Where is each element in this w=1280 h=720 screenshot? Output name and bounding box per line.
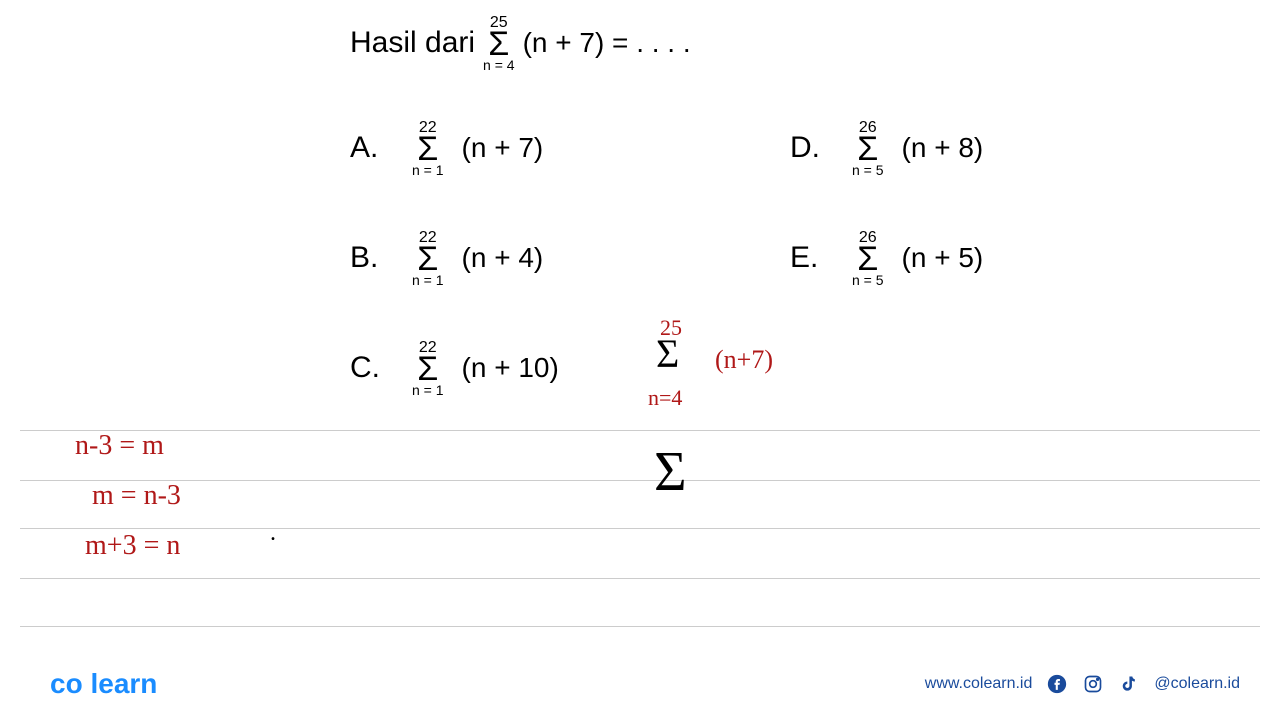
footer: co learn www.colearn.id @colearn.id <box>50 668 1240 700</box>
brand-logo: co learn <box>50 668 157 700</box>
sigma-symbol: Σ <box>488 29 509 60</box>
handwriting-red: m+3 = n <box>85 530 180 562</box>
footer-handle: @colearn.id <box>1154 675 1240 693</box>
option-letter: E. <box>790 241 834 275</box>
ruled-line <box>20 626 1260 627</box>
footer-right: www.colearn.id @colearn.id <box>925 673 1240 695</box>
option-expr: (n + 7) <box>462 132 544 164</box>
handwriting-black: Σ <box>654 440 687 504</box>
option-E: E. 26Σn = 5 (n + 5) <box>790 230 983 287</box>
logo-learn: learn <box>90 668 157 699</box>
option-sigma: 26Σn = 5 <box>852 230 884 287</box>
option-C: C. 22Σn = 1 (n + 10) <box>350 340 559 397</box>
handwriting-red: (n+7) <box>715 345 773 375</box>
option-sigma: 22Σn = 1 <box>412 230 444 287</box>
sigma-symbol: Σ <box>417 134 438 165</box>
handwriting-red: n=4 <box>648 385 682 411</box>
handwriting-black: Σ <box>656 330 679 377</box>
option-sigma: 26Σn = 5 <box>852 120 884 177</box>
option-sigma: 22Σn = 1 <box>412 340 444 397</box>
logo-co: co <box>50 668 83 699</box>
option-B: B. 22Σn = 1 (n + 4) <box>350 230 543 287</box>
ruled-line <box>20 528 1260 529</box>
instagram-icon <box>1082 673 1104 695</box>
sigma-lower: n = 5 <box>852 163 884 177</box>
option-letter: C. <box>350 351 394 385</box>
handwriting-black: . <box>270 520 276 547</box>
sigma-symbol: Σ <box>857 244 878 275</box>
footer-url: www.colearn.id <box>925 675 1033 693</box>
sigma-lower: n = 1 <box>412 383 444 397</box>
ruled-line <box>20 480 1260 481</box>
option-letter: B. <box>350 241 394 275</box>
option-expr: (n + 8) <box>902 132 984 164</box>
question-line: Hasil dari 25 Σ n = 4 (n + 7) = . . . . <box>350 15 691 72</box>
ruled-line <box>20 578 1260 579</box>
option-D: D. 26Σn = 5 (n + 8) <box>790 120 983 177</box>
handwriting-red: m = n-3 <box>92 480 181 512</box>
question-sigma: 25 Σ n = 4 <box>483 15 515 72</box>
sigma-symbol: Σ <box>417 244 438 275</box>
handwriting-red: n-3 = m <box>75 430 164 462</box>
tiktok-icon <box>1118 673 1140 695</box>
option-expr: (n + 10) <box>462 352 559 384</box>
sigma-symbol: Σ <box>857 134 878 165</box>
option-expr: (n + 4) <box>462 242 544 274</box>
ruled-line <box>20 430 1260 431</box>
facebook-icon <box>1046 673 1068 695</box>
option-A: A. 22Σn = 1 (n + 7) <box>350 120 543 177</box>
sigma-lower: n = 1 <box>412 163 444 177</box>
option-letter: A. <box>350 131 394 165</box>
sigma-lower: n = 1 <box>412 273 444 287</box>
sigma-lower: n = 4 <box>483 58 515 72</box>
option-expr: (n + 5) <box>902 242 984 274</box>
sigma-lower: n = 5 <box>852 273 884 287</box>
sigma-symbol: Σ <box>417 354 438 385</box>
option-sigma: 22Σn = 1 <box>412 120 444 177</box>
question-prefix: Hasil dari <box>350 26 475 60</box>
option-letter: D. <box>790 131 834 165</box>
question-expr: (n + 7) = . . . . <box>523 27 691 59</box>
